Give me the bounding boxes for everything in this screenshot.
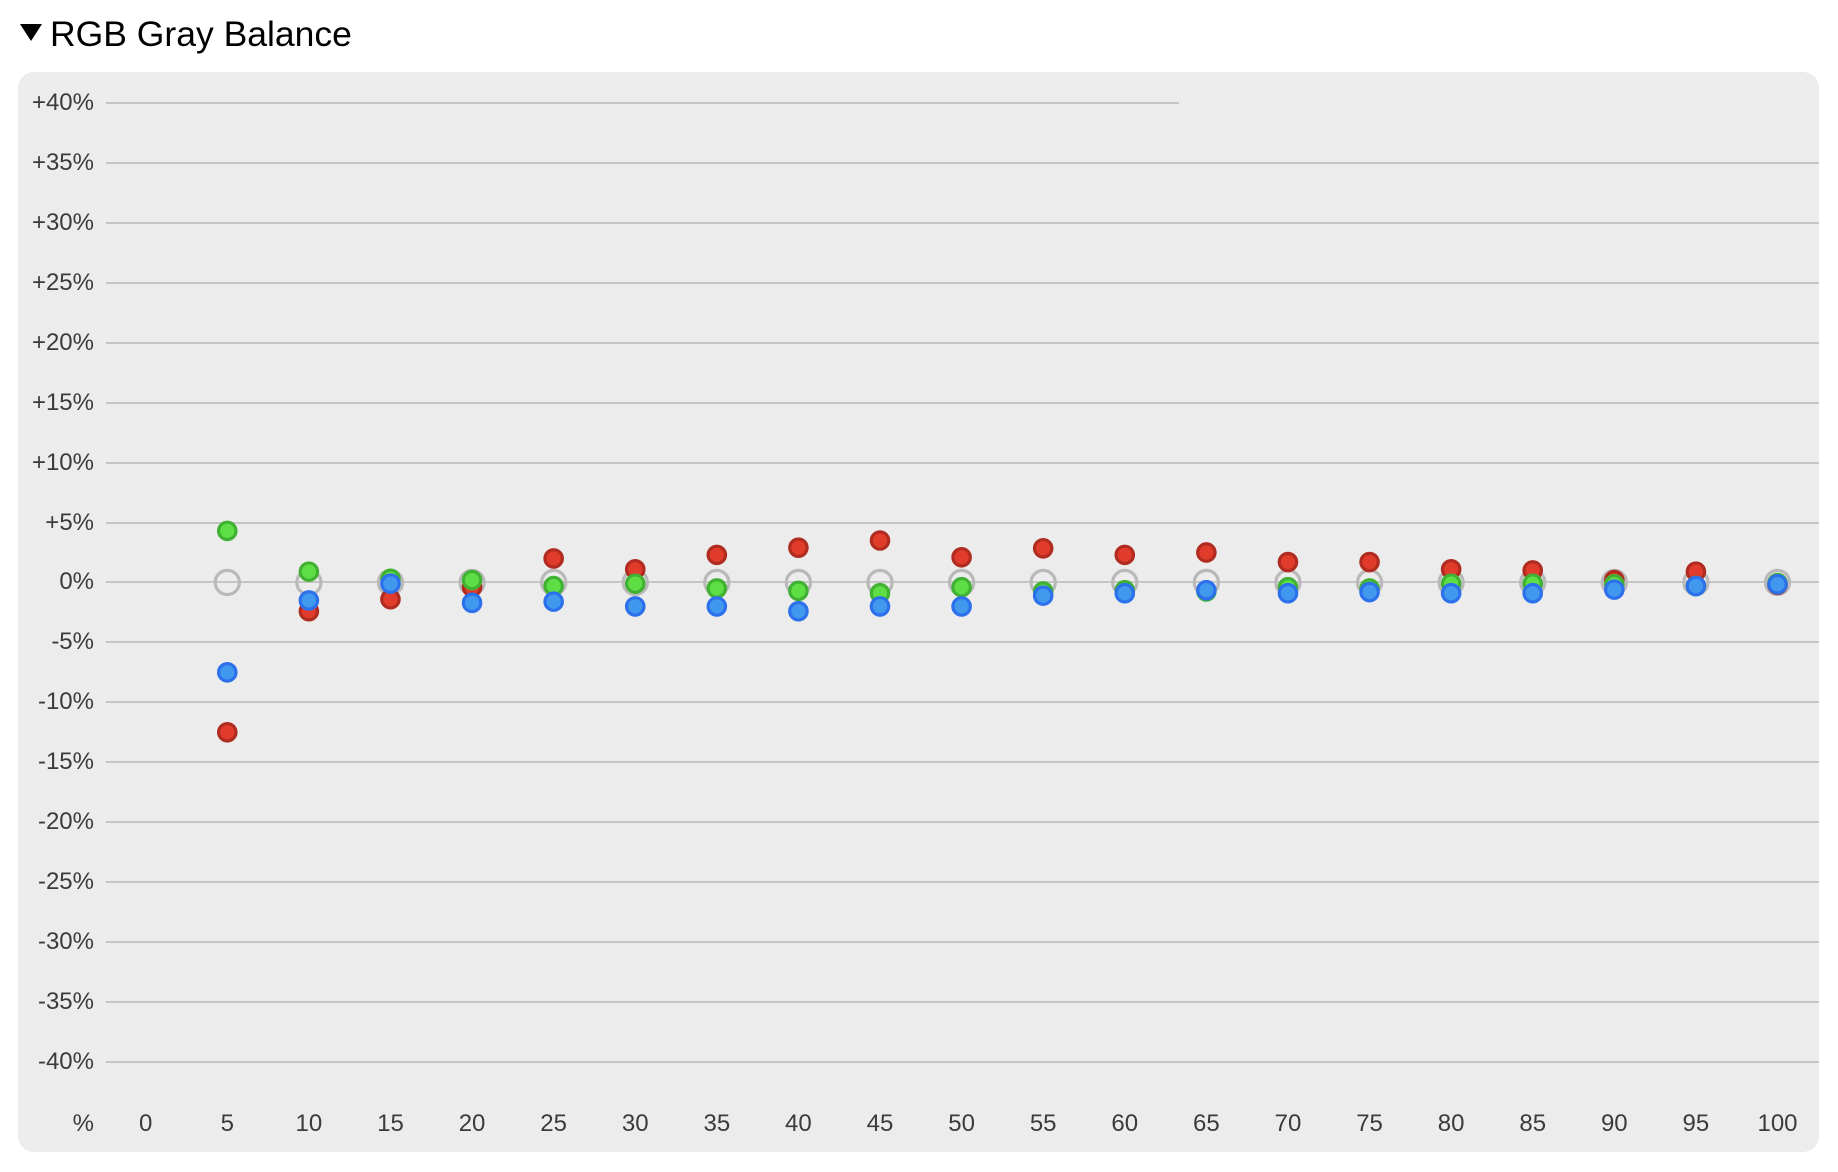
x-tick-label: 10 <box>295 1110 323 1137</box>
gridline <box>105 581 1819 584</box>
gridline <box>105 1060 1819 1063</box>
y-tick-label: +10% <box>31 448 94 476</box>
section-header[interactable]: RGB Gray Balance <box>20 5 352 63</box>
x-tick-label: 85 <box>1519 1110 1547 1137</box>
x-tick-label: 80 <box>1437 1110 1465 1137</box>
y-tick-label: -20% <box>37 808 94 836</box>
x-tick-label: 5 <box>220 1110 234 1137</box>
y-tick-label: -35% <box>37 987 94 1015</box>
gridline <box>105 641 1819 644</box>
gridline <box>105 102 1179 104</box>
gridline <box>105 281 1819 284</box>
y-tick-label: -30% <box>37 928 94 956</box>
x-tick-label: 35 <box>703 1110 731 1137</box>
gridline <box>105 1000 1819 1003</box>
gridline <box>105 821 1819 824</box>
gridline <box>105 161 1819 164</box>
x-tick-label: 65 <box>1193 1110 1220 1137</box>
y-tick-label: +20% <box>31 328 94 356</box>
x-tick-label: 90 <box>1600 1110 1628 1137</box>
collapse-triangle-icon[interactable] <box>20 24 42 41</box>
gridline <box>105 521 1819 524</box>
x-tick-label: 95 <box>1682 1110 1710 1137</box>
y-tick-label: -5% <box>51 628 94 656</box>
gridline <box>105 221 1819 224</box>
x-tick-label: 20 <box>458 1110 486 1137</box>
x-tick-label: 45 <box>866 1110 894 1137</box>
gridline <box>105 881 1819 884</box>
x-tick-label: 25 <box>540 1110 567 1137</box>
y-tick-label: -15% <box>37 748 94 776</box>
x-tick-label: 15 <box>377 1110 404 1137</box>
y-tick-label: -10% <box>37 688 94 716</box>
gridline <box>105 341 1819 344</box>
x-axis-unit-label: % <box>72 1110 94 1137</box>
x-tick-label: 70 <box>1274 1110 1302 1137</box>
section-title: RGB Gray Balance <box>50 14 352 54</box>
gridline <box>105 701 1819 704</box>
x-tick-label: 50 <box>948 1110 975 1137</box>
chart-panel <box>18 72 1819 1152</box>
y-tick-label: +35% <box>31 148 94 176</box>
x-tick-label: 40 <box>785 1110 812 1137</box>
y-tick-label: +40% <box>31 89 94 116</box>
y-tick-label: -25% <box>37 868 94 896</box>
y-tick-label: +5% <box>45 508 94 536</box>
y-tick-label: +15% <box>31 388 94 416</box>
x-tick-label: 75 <box>1356 1110 1383 1137</box>
y-tick-label: +30% <box>31 208 94 236</box>
x-tick-label: 100 <box>1757 1110 1798 1137</box>
x-tick-label: 30 <box>621 1110 649 1137</box>
x-tick-label: 60 <box>1111 1110 1139 1137</box>
gridline <box>105 941 1819 944</box>
x-tick-label: 0 <box>139 1110 153 1137</box>
gridline <box>105 761 1819 764</box>
gridline <box>105 401 1819 404</box>
y-tick-label: +25% <box>31 268 94 296</box>
gridline <box>105 461 1819 464</box>
x-tick-label: 55 <box>1029 1110 1057 1137</box>
y-tick-label: 0% <box>59 568 94 596</box>
y-tick-label: -40% <box>37 1047 94 1075</box>
